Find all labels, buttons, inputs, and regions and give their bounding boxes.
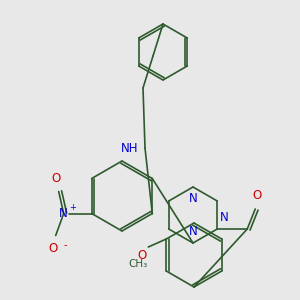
Text: NH: NH [121,142,138,154]
Text: -: - [64,241,67,250]
Text: N: N [189,192,197,205]
Text: O: O [137,249,146,262]
Text: CH₃: CH₃ [129,259,148,269]
Text: N: N [59,207,68,220]
Text: N: N [189,225,197,238]
Text: O: O [51,172,60,184]
Text: O: O [253,189,262,202]
Text: +: + [69,203,76,212]
Text: N: N [220,211,229,224]
Text: O: O [48,242,57,256]
